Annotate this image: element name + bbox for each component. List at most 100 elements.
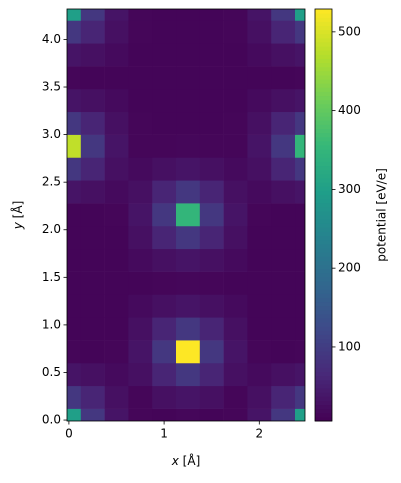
plot-frame	[66, 8, 306, 422]
heatmap-cell	[199, 340, 224, 364]
heatmap-cell	[223, 225, 248, 250]
colorbar-step	[315, 313, 332, 319]
colorbar-step	[315, 227, 332, 232]
heatmap-cell	[152, 157, 177, 181]
colorbar-step	[315, 260, 332, 265]
heatmap-cell	[67, 225, 82, 250]
heatmap-cell	[199, 111, 224, 135]
colorbar-step	[315, 120, 332, 125]
heatmap-cell	[104, 294, 129, 318]
colorbar-step	[315, 58, 332, 64]
heatmap-cell	[271, 180, 296, 204]
heatmap-cell	[67, 20, 82, 44]
heatmap-cell	[271, 157, 296, 181]
colorbar-step	[315, 13, 332, 18]
heatmap-cell	[295, 157, 305, 181]
heatmap-cell	[128, 317, 153, 341]
colorbar-step	[315, 239, 332, 245]
heatmap-cell	[128, 66, 153, 90]
heatmap-cell	[247, 294, 272, 318]
heatmap-cell	[80, 134, 105, 158]
heatmap-cell	[80, 157, 105, 181]
colorbar-step	[315, 136, 332, 142]
heatmap-cell	[104, 248, 129, 272]
colorbar-frame	[314, 8, 333, 422]
heatmap-cell	[104, 408, 129, 421]
colorbar-step	[315, 29, 332, 35]
colorbar-step	[315, 256, 332, 261]
heatmap-cell	[271, 294, 296, 318]
heatmap-cell	[176, 88, 201, 113]
heatmap-cell	[271, 248, 296, 272]
heatmap-cell	[80, 294, 105, 318]
heatmap-cell	[295, 203, 305, 227]
colorbar-step	[315, 305, 332, 311]
heatmap-cell	[176, 385, 201, 409]
heatmap-cell	[67, 9, 82, 21]
colorbar-step	[315, 177, 332, 183]
colorbar-step	[315, 128, 332, 134]
heatmap-cell	[223, 66, 248, 90]
heatmap-cell	[199, 203, 224, 227]
heatmap-cell	[247, 134, 272, 158]
heatmap-cell	[80, 88, 105, 113]
colorbar-step	[315, 215, 332, 220]
heatmap-cell	[80, 66, 105, 90]
y-tick-label: 3.5	[42, 80, 61, 94]
colorbar-step	[315, 66, 332, 72]
colorbar-step	[315, 355, 332, 360]
colorbar-step	[315, 46, 332, 51]
colorbar-step	[315, 194, 332, 200]
heatmap-cell	[128, 20, 153, 44]
heatmap-cell	[128, 43, 153, 67]
heatmap-cell	[152, 111, 177, 135]
heatmap-cell	[104, 203, 129, 227]
colorbar-step	[315, 112, 332, 117]
heatmap-cell	[295, 271, 305, 295]
heatmap-cell	[152, 134, 177, 158]
heatmap-cell	[67, 203, 82, 227]
colorbar-step	[315, 280, 332, 286]
y-axis-label: y [Å]	[10, 201, 25, 231]
heatmap-cell	[80, 225, 105, 250]
colorbar-step	[315, 50, 332, 55]
heatmap-cell	[67, 134, 82, 158]
colorbar-step	[315, 153, 332, 158]
heatmap-cell	[199, 248, 224, 272]
heatmap-cell	[223, 20, 248, 44]
heatmap-cell	[80, 271, 105, 295]
colorbar-step	[315, 87, 332, 92]
heatmap-cell	[295, 134, 305, 158]
heatmap-cell	[271, 362, 296, 387]
heatmap-cell	[295, 248, 305, 272]
heatmap-cell	[247, 157, 272, 181]
heatmap-cell	[223, 362, 248, 387]
heatmap-cell	[199, 66, 224, 90]
heatmap-cell	[152, 225, 177, 250]
heatmap-cell	[295, 408, 305, 421]
colorbar-step	[315, 297, 332, 303]
colorbar-step	[315, 383, 332, 389]
heatmap-cell	[104, 385, 129, 409]
heatmap-cell	[199, 20, 224, 44]
heatmap-cell	[104, 180, 129, 204]
y-tick-label: 2.0	[42, 222, 61, 236]
colorbar-step	[315, 371, 332, 377]
heatmap-cell	[104, 111, 129, 135]
heatmap-cell	[223, 385, 248, 409]
colorbar-step	[315, 33, 332, 39]
heatmap-cell	[128, 271, 153, 295]
heatmap-cell	[199, 225, 224, 250]
heatmap-cell	[67, 88, 82, 113]
heatmap-cell	[104, 340, 129, 364]
heatmap-cell	[104, 20, 129, 44]
heatmap-cell	[67, 157, 82, 181]
heatmap-cell	[176, 20, 201, 44]
heatmap-cell	[295, 385, 305, 409]
colorbar-step	[315, 268, 332, 274]
colorbar-step	[315, 70, 332, 76]
heatmap-cell	[223, 180, 248, 204]
colorbar-step	[315, 210, 332, 216]
colorbar-step	[315, 157, 332, 162]
heatmap-cell	[104, 88, 129, 113]
